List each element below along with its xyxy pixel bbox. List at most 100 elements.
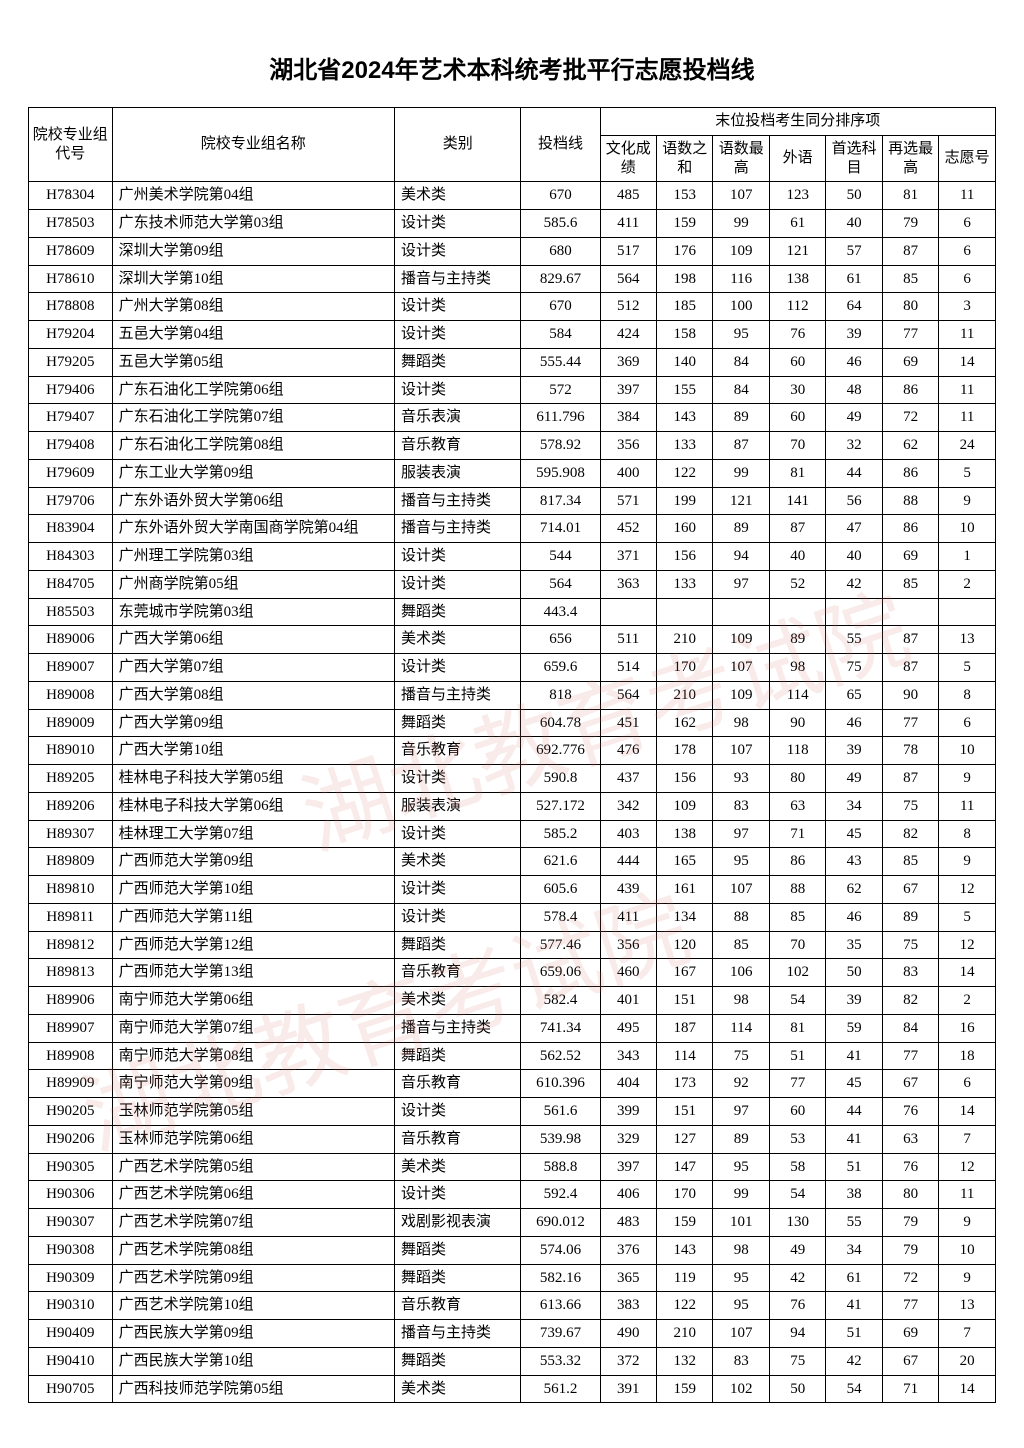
cell-tiebreak-1: 173 bbox=[657, 1070, 713, 1098]
cell-code: H90705 bbox=[29, 1375, 113, 1403]
cell-code: H89006 bbox=[29, 626, 113, 654]
cell-score: 553.32 bbox=[521, 1347, 600, 1375]
cell-cat: 播音与主持类 bbox=[394, 681, 521, 709]
cell-code: H84705 bbox=[29, 570, 113, 598]
cell-tiebreak-5: 69 bbox=[882, 348, 938, 376]
cell-score: 611.796 bbox=[521, 404, 600, 432]
cell-tiebreak-5: 75 bbox=[882, 792, 938, 820]
cell-score: 818 bbox=[521, 681, 600, 709]
cell-tiebreak-4: 49 bbox=[826, 404, 882, 432]
cell-tiebreak-5: 69 bbox=[882, 1320, 938, 1348]
cell-tiebreak-1: 120 bbox=[657, 931, 713, 959]
cell-tiebreak-1: 159 bbox=[657, 1209, 713, 1237]
cell-tiebreak-3: 81 bbox=[769, 1014, 825, 1042]
cell-tiebreak-6 bbox=[939, 598, 996, 626]
table-row: H89811广西师范大学第11组设计类578.4411134888546895 bbox=[29, 903, 996, 931]
cell-tiebreak-0: 342 bbox=[600, 792, 656, 820]
cell-tiebreak-5: 88 bbox=[882, 487, 938, 515]
cell-tiebreak-1: 167 bbox=[657, 959, 713, 987]
cell-tiebreak-2: 109 bbox=[713, 626, 769, 654]
cell-tiebreak-3: 30 bbox=[769, 376, 825, 404]
cell-tiebreak-4: 38 bbox=[826, 1181, 882, 1209]
cell-score: 564 bbox=[521, 570, 600, 598]
cell-tiebreak-1: 132 bbox=[657, 1347, 713, 1375]
cell-tiebreak-3: 112 bbox=[769, 293, 825, 321]
cell-tiebreak-5: 87 bbox=[882, 765, 938, 793]
cell-tiebreak-1: 151 bbox=[657, 987, 713, 1015]
cell-tiebreak-2: 89 bbox=[713, 1125, 769, 1153]
cell-cat: 戏剧影视表演 bbox=[394, 1209, 521, 1237]
table-row: H90305广西艺术学院第05组美术类588.83971479558517612 bbox=[29, 1153, 996, 1181]
cell-cat: 设计类 bbox=[394, 321, 521, 349]
cell-code: H89907 bbox=[29, 1014, 113, 1042]
cell-cat: 服装表演 bbox=[394, 459, 521, 487]
cell-tiebreak-2: 100 bbox=[713, 293, 769, 321]
cell-cat: 舞蹈类 bbox=[394, 931, 521, 959]
table-row: H78609深圳大学第09组设计类68051717610912157876 bbox=[29, 237, 996, 265]
cell-tiebreak-5: 75 bbox=[882, 931, 938, 959]
cell-name: 玉林师范学院第05组 bbox=[112, 1098, 394, 1126]
cell-tiebreak-0: 397 bbox=[600, 1153, 656, 1181]
cell-tiebreak-0: 452 bbox=[600, 515, 656, 543]
cell-tiebreak-3: 71 bbox=[769, 820, 825, 848]
table-row: H79609广东工业大学第09组服装表演595.9084001229981448… bbox=[29, 459, 996, 487]
cell-name: 广州理工学院第03组 bbox=[112, 543, 394, 571]
table-row: H90309广西艺术学院第09组舞蹈类582.16365119954261729 bbox=[29, 1264, 996, 1292]
cell-tiebreak-4: 51 bbox=[826, 1153, 882, 1181]
cell-code: H90308 bbox=[29, 1236, 113, 1264]
cell-tiebreak-2: 83 bbox=[713, 792, 769, 820]
cell-code: H79706 bbox=[29, 487, 113, 515]
cell-code: H89812 bbox=[29, 931, 113, 959]
cell-name: 广西艺术学院第10组 bbox=[112, 1292, 394, 1320]
cell-name: 广西民族大学第10组 bbox=[112, 1347, 394, 1375]
cell-tiebreak-2: 99 bbox=[713, 210, 769, 238]
cell-tiebreak-2: 97 bbox=[713, 570, 769, 598]
cell-tiebreak-1: 140 bbox=[657, 348, 713, 376]
cell-tiebreak-3: 118 bbox=[769, 737, 825, 765]
cell-name: 东莞城市学院第03组 bbox=[112, 598, 394, 626]
cell-cat: 舞蹈类 bbox=[394, 709, 521, 737]
th-lm-sum: 语数之和 bbox=[657, 135, 713, 182]
cell-cat: 设计类 bbox=[394, 820, 521, 848]
cell-name: 广东技术师范大学第03组 bbox=[112, 210, 394, 238]
cell-tiebreak-5: 77 bbox=[882, 1292, 938, 1320]
cell-tiebreak-4: 41 bbox=[826, 1125, 882, 1153]
cell-code: H89909 bbox=[29, 1070, 113, 1098]
cell-score: 621.6 bbox=[521, 848, 600, 876]
cell-tiebreak-1: 119 bbox=[657, 1264, 713, 1292]
cell-tiebreak-5: 80 bbox=[882, 1181, 938, 1209]
cell-cat: 舞蹈类 bbox=[394, 1264, 521, 1292]
cell-cat: 播音与主持类 bbox=[394, 265, 521, 293]
cell-tiebreak-0: 391 bbox=[600, 1375, 656, 1403]
cell-tiebreak-5: 69 bbox=[882, 543, 938, 571]
table-row: H89206桂林电子科技大学第06组服装表演527.17234210983633… bbox=[29, 792, 996, 820]
cell-score: 561.2 bbox=[521, 1375, 600, 1403]
table-row: H89205桂林电子科技大学第05组设计类590.843715693804987… bbox=[29, 765, 996, 793]
cell-score: 670 bbox=[521, 293, 600, 321]
cell-tiebreak-0: 404 bbox=[600, 1070, 656, 1098]
cell-tiebreak-6: 6 bbox=[939, 210, 996, 238]
cell-cat: 设计类 bbox=[394, 1181, 521, 1209]
cell-tiebreak-6: 11 bbox=[939, 376, 996, 404]
cell-code: H79407 bbox=[29, 404, 113, 432]
cell-tiebreak-1: 178 bbox=[657, 737, 713, 765]
table-row: H90206玉林师范学院第06组音乐教育539.9832912789534163… bbox=[29, 1125, 996, 1153]
cell-tiebreak-3: 81 bbox=[769, 459, 825, 487]
table-row: H89009广西大学第09组舞蹈类604.78451162989046776 bbox=[29, 709, 996, 737]
cell-tiebreak-4: 34 bbox=[826, 792, 882, 820]
cell-tiebreak-3: 89 bbox=[769, 626, 825, 654]
cell-cat: 音乐教育 bbox=[394, 1292, 521, 1320]
cell-tiebreak-6: 12 bbox=[939, 876, 996, 904]
cell-tiebreak-6: 13 bbox=[939, 626, 996, 654]
cell-tiebreak-3: 50 bbox=[769, 1375, 825, 1403]
cell-tiebreak-2: 107 bbox=[713, 182, 769, 210]
th-lm-max: 语数最高 bbox=[713, 135, 769, 182]
cell-name: 玉林师范学院第06组 bbox=[112, 1125, 394, 1153]
cell-code: H79609 bbox=[29, 459, 113, 487]
cell-tiebreak-5: 77 bbox=[882, 321, 938, 349]
cell-tiebreak-4: 44 bbox=[826, 459, 882, 487]
cell-tiebreak-3: 123 bbox=[769, 182, 825, 210]
cell-name: 广西大学第07组 bbox=[112, 654, 394, 682]
cell-tiebreak-3: 138 bbox=[769, 265, 825, 293]
cell-tiebreak-4: 56 bbox=[826, 487, 882, 515]
